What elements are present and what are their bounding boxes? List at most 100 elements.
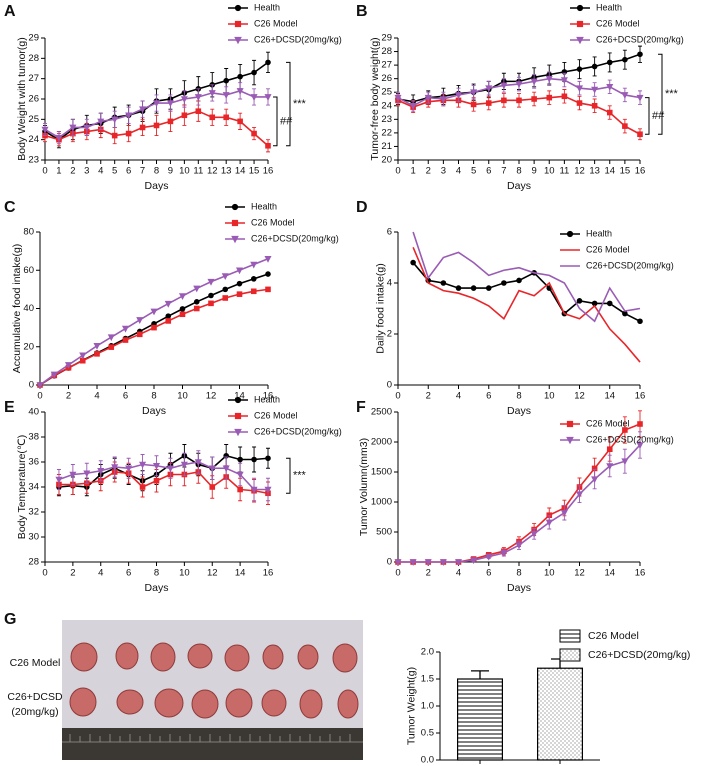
point — [410, 259, 416, 266]
series-line — [58, 471, 269, 495]
point — [424, 559, 432, 566]
point — [424, 94, 432, 102]
point — [439, 559, 447, 566]
x-tick-label: 10 — [179, 568, 190, 579]
panel-label: A — [4, 3, 16, 20]
legend-label: Health — [251, 201, 277, 211]
point — [181, 112, 188, 119]
y-tick-label: 6 — [387, 227, 392, 238]
point — [470, 101, 477, 108]
panel-label: C — [4, 199, 16, 216]
y-tick-label: 36 — [28, 457, 39, 468]
x-tick-label: 4 — [94, 391, 99, 402]
ruler-scale — [62, 734, 363, 743]
x-tick-label: 4 — [456, 568, 461, 579]
point — [208, 90, 216, 97]
y-tick-label: 29 — [381, 33, 392, 44]
x-tick-label: 0 — [42, 166, 47, 177]
y-tick-label: 26 — [28, 94, 39, 105]
tumors — [69, 642, 359, 719]
x-tick-label: 14 — [604, 568, 615, 579]
point — [500, 550, 508, 557]
point — [515, 81, 523, 89]
legend-label: Health — [596, 2, 622, 12]
series-line — [58, 461, 268, 491]
point — [622, 427, 628, 433]
series-line — [39, 288, 269, 386]
y-tick-label: 20 — [381, 155, 392, 166]
y-axis-label: Body Weight with tumor(g) — [16, 37, 28, 161]
x-tick-label: 16 — [263, 568, 274, 579]
x-tick-label: 13 — [589, 166, 600, 177]
y-tick-label: 1.5 — [421, 674, 434, 685]
significance-bracket — [645, 97, 650, 135]
x-tick-label: 8 — [516, 391, 521, 402]
x-tick-label: 7 — [501, 166, 506, 177]
point — [637, 51, 643, 58]
y-tick-label: 0 — [29, 380, 34, 391]
point — [223, 77, 229, 84]
x-tick-label: 3 — [441, 166, 446, 177]
point — [591, 86, 599, 94]
significance-label: *** — [293, 98, 307, 110]
point — [179, 311, 186, 318]
point — [178, 293, 187, 301]
y-tick-label: 21 — [381, 141, 392, 152]
point — [250, 261, 258, 269]
point — [208, 300, 214, 307]
y-tick-label: 0.5 — [421, 728, 434, 739]
y-tick-label: 1000 — [371, 497, 392, 508]
y-tick-label: 4 — [387, 278, 392, 289]
legend-label: C26+DCSD(20mg/kg) — [251, 233, 339, 243]
y-tick-label: 28 — [28, 53, 39, 64]
x-tick-label: 14 — [604, 391, 615, 402]
x-tick-label: 2 — [70, 568, 75, 579]
x-tick-label: 9 — [168, 166, 173, 177]
x-axis-label: Days — [145, 582, 169, 594]
point — [121, 325, 130, 333]
point — [566, 436, 574, 445]
point — [265, 271, 271, 277]
point — [136, 317, 144, 324]
y-tick-label: 22 — [381, 127, 392, 138]
x-tick-label: 3 — [84, 166, 89, 177]
x-tick-label: 14 — [235, 568, 246, 579]
point — [55, 134, 63, 142]
y-tick-label: 80 — [23, 227, 34, 238]
point — [193, 285, 201, 293]
point — [394, 559, 402, 566]
point — [636, 442, 644, 449]
legend-label: C26 Model — [586, 418, 630, 428]
y-tick-label: 0.0 — [421, 755, 434, 766]
point — [151, 324, 157, 331]
x-axis-label: Days — [142, 405, 166, 417]
point — [231, 219, 239, 227]
x-tick-label: 12 — [574, 568, 585, 579]
x-tick-label: 13 — [221, 166, 232, 177]
point — [97, 118, 105, 126]
point — [234, 20, 242, 28]
x-tick-label: 16 — [263, 166, 274, 177]
x-tick-label: 6 — [486, 391, 491, 402]
photo-row-label: C26+DCSD — [7, 691, 63, 703]
x-tick-label: 2 — [426, 166, 431, 177]
x-tick-label: 8 — [516, 166, 521, 177]
point — [264, 94, 272, 101]
legend-label: C26 Model — [596, 18, 640, 28]
point — [165, 313, 172, 319]
point — [606, 463, 614, 470]
x-tick-label: 7 — [140, 166, 145, 177]
photo-row-label: (20mg/kg) — [11, 706, 58, 718]
point — [234, 396, 242, 404]
point — [237, 486, 243, 493]
point — [234, 4, 242, 12]
legend-label: C26+DCSD(20mg/kg) — [596, 34, 684, 44]
bar — [536, 667, 583, 761]
point — [409, 102, 417, 110]
point — [64, 362, 73, 369]
x-axis-label: Days — [507, 405, 531, 417]
y-tick-label: 38 — [28, 432, 39, 443]
legend-label: C26 Model — [254, 410, 298, 420]
point — [515, 542, 523, 550]
point — [606, 84, 614, 91]
